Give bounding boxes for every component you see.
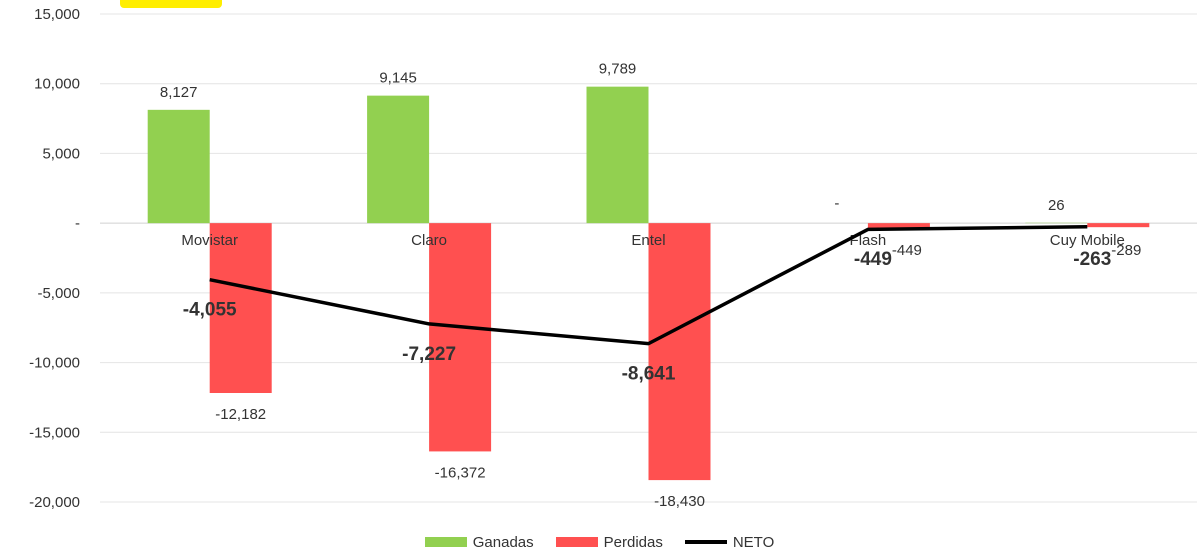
y-tick-label: -10,000 (29, 355, 80, 372)
bar-perdidas (1087, 223, 1150, 228)
data-label-neto: -449 (854, 249, 892, 270)
category-labels: Movistar Claro Entel Flash Cuy Mobile (181, 232, 1124, 249)
data-label-ganadas: 9,145 (379, 70, 417, 87)
category-label: Entel (631, 232, 665, 249)
neto-line (209, 225, 1088, 346)
data-label-perdidas: -16,372 (435, 464, 486, 481)
category-label: Movistar (181, 232, 238, 249)
legend-label-perdidas: Perdidas (603, 533, 663, 551)
legend-item-ganadas: Ganadas (424, 533, 534, 551)
y-tick-label: - (75, 215, 80, 232)
legend-swatch-perdidas (555, 537, 598, 547)
legend-item-perdidas: Perdidas (555, 533, 663, 551)
legend-swatch-neto (684, 540, 727, 544)
data-label-perdidas: -18,430 (654, 493, 705, 510)
bar-perdidas (648, 223, 711, 481)
highlight-marker (120, 0, 222, 8)
legend: Ganadas Perdidas NETO (0, 532, 1199, 552)
legend-label-ganadas: Ganadas (472, 533, 534, 551)
data-label-ganadas: 9,789 (599, 61, 637, 78)
bars (147, 86, 1150, 481)
data-label-neto: -4,055 (183, 300, 237, 321)
y-tick-label: 5,000 (42, 145, 80, 162)
y-tick-label: -15,000 (29, 424, 80, 441)
data-label-perdidas: -289 (1111, 242, 1141, 259)
legend-label-neto: NETO (732, 533, 775, 551)
category-label: Flash (850, 232, 887, 249)
bar-ganadas (586, 86, 649, 224)
data-label-neto: -263 (1073, 249, 1111, 270)
bar-ganadas (147, 109, 210, 224)
bar-perdidas (867, 223, 930, 230)
data-label-neto: -7,227 (402, 344, 456, 365)
legend-item-neto: NETO (684, 533, 775, 551)
y-tick-label: 15,000 (34, 6, 80, 23)
y-axis: 15,000 10,000 5,000 - -5,000 -10,000 -15,000 -2… (29, 6, 80, 511)
y-tick-label: 10,000 (34, 76, 80, 93)
bar-perdidas (209, 223, 272, 393)
data-labels: 8,127 -12,182 -4,055 9,145 -16,372 -7,227 9,78… (160, 61, 1141, 510)
bar-ganadas (367, 95, 430, 224)
category-label: Claro (411, 232, 447, 249)
data-label-neto: -8,641 (622, 364, 676, 385)
data-label-ganadas: 8,127 (160, 84, 198, 101)
legend-swatch-ganadas (424, 537, 467, 547)
bar-perdidas (429, 223, 492, 452)
data-label-ganadas: 26 (1048, 197, 1065, 214)
y-tick-label: -5,000 (37, 285, 80, 302)
data-label-perdidas: -12,182 (215, 406, 266, 423)
data-label-perdidas: -449 (892, 242, 922, 259)
y-tick-label: -20,000 (29, 494, 80, 511)
category-label: Cuy Mobile (1050, 232, 1125, 249)
data-label-ganadas: - (834, 195, 839, 212)
